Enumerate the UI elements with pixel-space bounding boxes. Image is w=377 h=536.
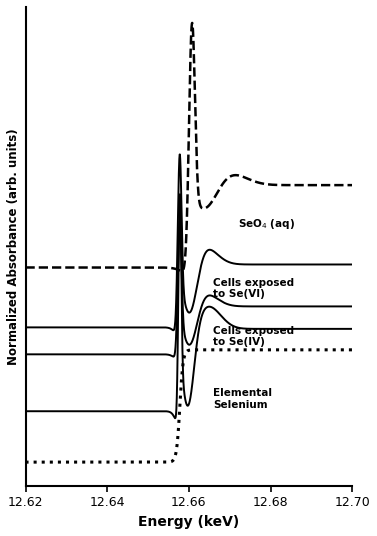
Text: Cells exposed
to Se(VI): Cells exposed to Se(VI) xyxy=(213,278,294,299)
X-axis label: Energy (keV): Energy (keV) xyxy=(138,515,239,529)
Text: Cells exposed
to Se(IV): Cells exposed to Se(IV) xyxy=(213,325,294,347)
Y-axis label: Normalized Absorbance (arb. units): Normalized Absorbance (arb. units) xyxy=(7,128,20,365)
Text: Elemental
Selenium: Elemental Selenium xyxy=(213,389,272,410)
Text: SeO$_4$ (aq): SeO$_4$ (aq) xyxy=(238,217,295,231)
